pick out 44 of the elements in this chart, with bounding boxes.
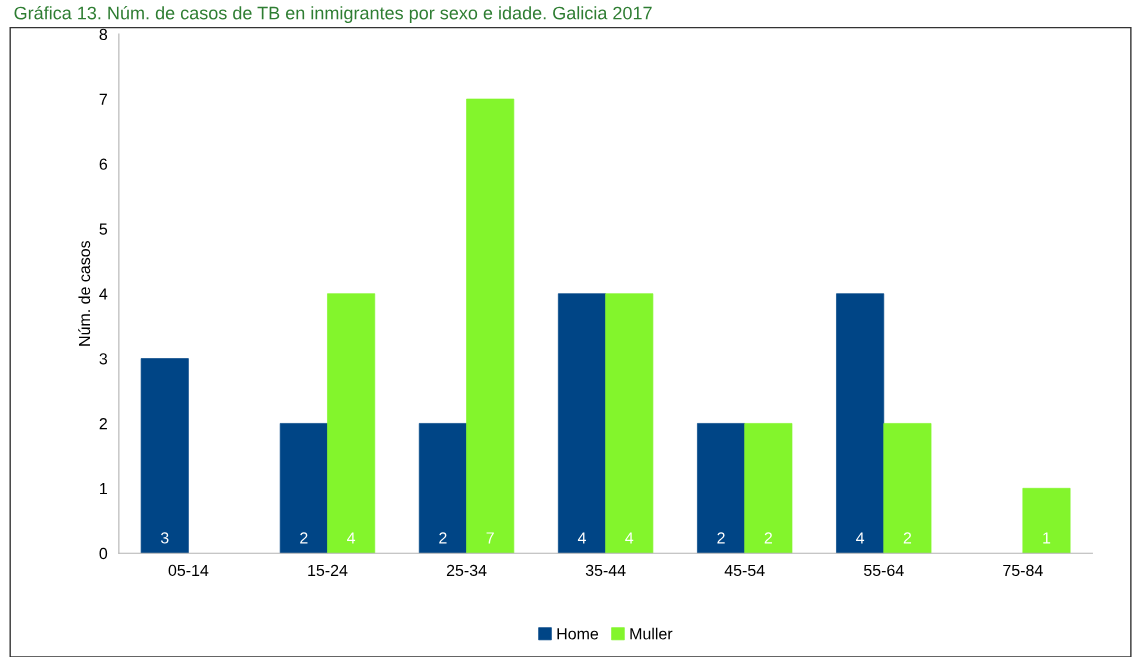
x-tick-label: 55-64: [863, 564, 904, 577]
data-label: 4: [625, 532, 634, 544]
x-tick-label: 15-24: [308, 564, 348, 577]
data-label: 2: [300, 532, 308, 544]
y-tick-label: 4: [99, 288, 108, 300]
data-label: 4: [577, 532, 586, 544]
data-label: 2: [764, 532, 772, 544]
bar: [744, 423, 793, 554]
bar: [327, 293, 376, 554]
data-label: 2: [717, 532, 725, 544]
data-label: 3: [160, 532, 169, 544]
data-label: 4: [856, 532, 865, 544]
bar: [697, 423, 746, 554]
data-label: 2: [903, 532, 912, 544]
bar: [605, 293, 654, 554]
x-tick-label: 75-84: [1003, 564, 1043, 577]
bar: [883, 423, 932, 554]
data-label: 2: [439, 532, 447, 544]
legend-label: Muller: [630, 627, 673, 640]
bar: [466, 98, 515, 554]
bar: [279, 423, 328, 554]
y-tick-label: 1: [100, 483, 107, 495]
y-tick-label: 5: [99, 223, 108, 235]
x-tick-label: 35-44: [585, 564, 626, 577]
bar: [557, 293, 606, 554]
legend-label: Home: [557, 628, 599, 640]
y-axis-title: Núm. de casos: [78, 240, 91, 346]
chart-title: Gráfica 13. Núm. de casos de TB en inmigrantes por sexo e idade. Galicia 2017: [14, 5, 652, 23]
bar: [140, 358, 189, 554]
bar: [1022, 487, 1071, 554]
x-tick-label: 05-14: [168, 564, 209, 577]
y-tick-label: 8: [99, 28, 108, 41]
x-tick-label: 45-54: [724, 564, 765, 577]
y-tick-label: 3: [99, 353, 108, 365]
y-tick-label: 2: [99, 418, 107, 430]
y-tick-label: 0: [99, 547, 108, 560]
data-label: 7: [486, 532, 494, 544]
bar: [836, 293, 885, 554]
data-label: 4: [347, 532, 356, 544]
x-tick-label: 25-34: [446, 564, 487, 577]
y-tick-label: 6: [99, 158, 108, 170]
bar: [418, 423, 467, 554]
data-label: 1: [1043, 532, 1051, 544]
y-tick-label: 7: [99, 93, 107, 105]
